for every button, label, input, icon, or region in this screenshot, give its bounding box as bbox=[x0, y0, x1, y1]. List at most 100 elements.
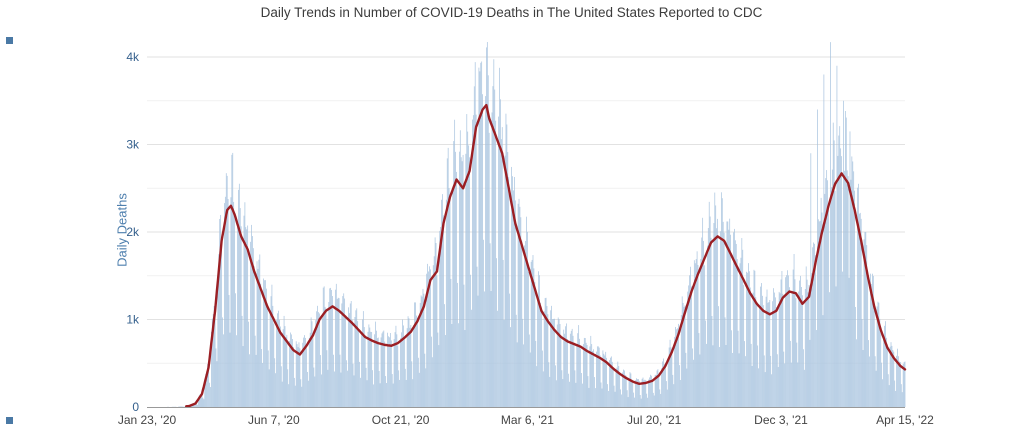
daily-bar[interactable] bbox=[641, 378, 643, 407]
daily-bar[interactable] bbox=[588, 387, 590, 407]
daily-bar[interactable] bbox=[383, 330, 385, 407]
daily-bar[interactable] bbox=[388, 336, 389, 407]
daily-bar[interactable] bbox=[760, 286, 761, 407]
daily-bar[interactable] bbox=[247, 225, 249, 407]
daily-bar[interactable] bbox=[707, 228, 709, 407]
daily-bar[interactable] bbox=[557, 317, 559, 407]
daily-bar[interactable] bbox=[392, 383, 394, 407]
daily-bar[interactable] bbox=[567, 339, 568, 407]
daily-bar[interactable] bbox=[691, 286, 692, 407]
daily-bar[interactable] bbox=[724, 317, 726, 407]
daily-bar[interactable] bbox=[491, 112, 493, 407]
daily-bar[interactable] bbox=[486, 42, 488, 407]
daily-bar[interactable] bbox=[794, 279, 796, 407]
daily-bar[interactable] bbox=[881, 362, 883, 407]
daily-bar[interactable] bbox=[263, 278, 264, 407]
daily-bar[interactable] bbox=[296, 344, 298, 407]
daily-bar[interactable] bbox=[645, 380, 647, 407]
daily-bar[interactable] bbox=[364, 338, 366, 407]
daily-bar[interactable] bbox=[693, 260, 695, 407]
daily-bar[interactable] bbox=[795, 298, 797, 407]
daily-bar[interactable] bbox=[793, 254, 795, 407]
daily-bar[interactable] bbox=[847, 176, 849, 407]
daily-bar[interactable] bbox=[818, 221, 820, 407]
daily-bar[interactable] bbox=[844, 170, 845, 407]
daily-bar[interactable] bbox=[859, 212, 861, 407]
daily-bar[interactable] bbox=[635, 380, 636, 407]
daily-bar[interactable] bbox=[832, 122, 834, 407]
daily-bar[interactable] bbox=[460, 157, 462, 407]
daily-bar[interactable] bbox=[587, 376, 589, 407]
daily-bar[interactable] bbox=[690, 266, 691, 407]
daily-bar[interactable] bbox=[350, 300, 352, 407]
daily-bar[interactable] bbox=[904, 361, 906, 407]
daily-bar[interactable] bbox=[361, 333, 362, 407]
daily-bar[interactable] bbox=[869, 356, 870, 407]
daily-bar[interactable] bbox=[409, 327, 411, 407]
daily-bar[interactable] bbox=[679, 380, 681, 407]
daily-bar[interactable] bbox=[389, 333, 391, 407]
daily-bar[interactable] bbox=[613, 385, 615, 407]
daily-bar[interactable] bbox=[434, 237, 436, 407]
daily-bar[interactable] bbox=[578, 325, 580, 407]
daily-bar[interactable] bbox=[472, 119, 473, 407]
daily-bar[interactable] bbox=[222, 317, 223, 407]
daily-bar[interactable] bbox=[473, 86, 475, 407]
daily-bar[interactable] bbox=[514, 176, 515, 407]
daily-bar[interactable] bbox=[369, 327, 371, 407]
daily-bar[interactable] bbox=[456, 171, 457, 407]
daily-bar[interactable] bbox=[564, 333, 566, 407]
daily-bar[interactable] bbox=[756, 302, 758, 407]
daily-bar[interactable] bbox=[623, 369, 624, 407]
daily-bar[interactable] bbox=[246, 229, 248, 407]
daily-bar[interactable] bbox=[201, 393, 203, 407]
daily-bar[interactable] bbox=[768, 302, 770, 407]
daily-bar[interactable] bbox=[478, 67, 480, 407]
daily-bar[interactable] bbox=[407, 316, 409, 407]
daily-bar[interactable] bbox=[846, 170, 848, 407]
daily-bar[interactable] bbox=[581, 373, 582, 407]
daily-bar[interactable] bbox=[646, 393, 648, 407]
daily-bar[interactable] bbox=[489, 243, 491, 407]
daily-bar[interactable] bbox=[452, 189, 454, 407]
daily-bar[interactable] bbox=[751, 366, 753, 407]
daily-bar[interactable] bbox=[481, 61, 483, 407]
daily-bar[interactable] bbox=[362, 319, 363, 407]
daily-bar[interactable] bbox=[826, 170, 828, 407]
daily-bar[interactable] bbox=[299, 348, 301, 407]
daily-bar[interactable] bbox=[455, 151, 456, 407]
daily-bar[interactable] bbox=[381, 333, 383, 407]
daily-bar[interactable] bbox=[519, 206, 521, 407]
daily-bar[interactable] bbox=[255, 354, 257, 407]
daily-bar[interactable] bbox=[660, 393, 662, 407]
daily-bar[interactable] bbox=[499, 67, 500, 407]
daily-bar[interactable] bbox=[374, 334, 375, 407]
daily-bar[interactable] bbox=[301, 386, 303, 407]
daily-bar[interactable] bbox=[461, 161, 463, 407]
daily-bar[interactable] bbox=[720, 231, 721, 407]
daily-bar[interactable] bbox=[761, 283, 762, 407]
daily-bar[interactable] bbox=[764, 372, 766, 407]
daily-bar[interactable] bbox=[314, 376, 316, 407]
daily-bar[interactable] bbox=[762, 295, 763, 407]
daily-bar[interactable] bbox=[269, 310, 271, 407]
daily-bar[interactable] bbox=[426, 273, 428, 407]
daily-bar[interactable] bbox=[620, 389, 621, 407]
daily-bar[interactable] bbox=[304, 335, 305, 407]
daily-bar[interactable] bbox=[200, 393, 202, 407]
daily-bar[interactable] bbox=[651, 375, 652, 407]
daily-bar[interactable] bbox=[196, 404, 197, 407]
daily-bar[interactable] bbox=[602, 350, 604, 407]
daily-bar[interactable] bbox=[395, 325, 397, 407]
daily-bar[interactable] bbox=[800, 275, 801, 407]
daily-bar[interactable] bbox=[313, 367, 315, 407]
daily-bar[interactable] bbox=[775, 297, 776, 407]
daily-bar[interactable] bbox=[540, 302, 541, 407]
daily-bar[interactable] bbox=[416, 315, 417, 407]
daily-bar[interactable] bbox=[508, 176, 510, 407]
daily-bar[interactable] bbox=[903, 362, 905, 407]
daily-bar[interactable] bbox=[705, 320, 706, 407]
daily-bar[interactable] bbox=[858, 183, 859, 407]
daily-bar[interactable] bbox=[753, 269, 755, 407]
daily-bar[interactable] bbox=[787, 270, 788, 407]
